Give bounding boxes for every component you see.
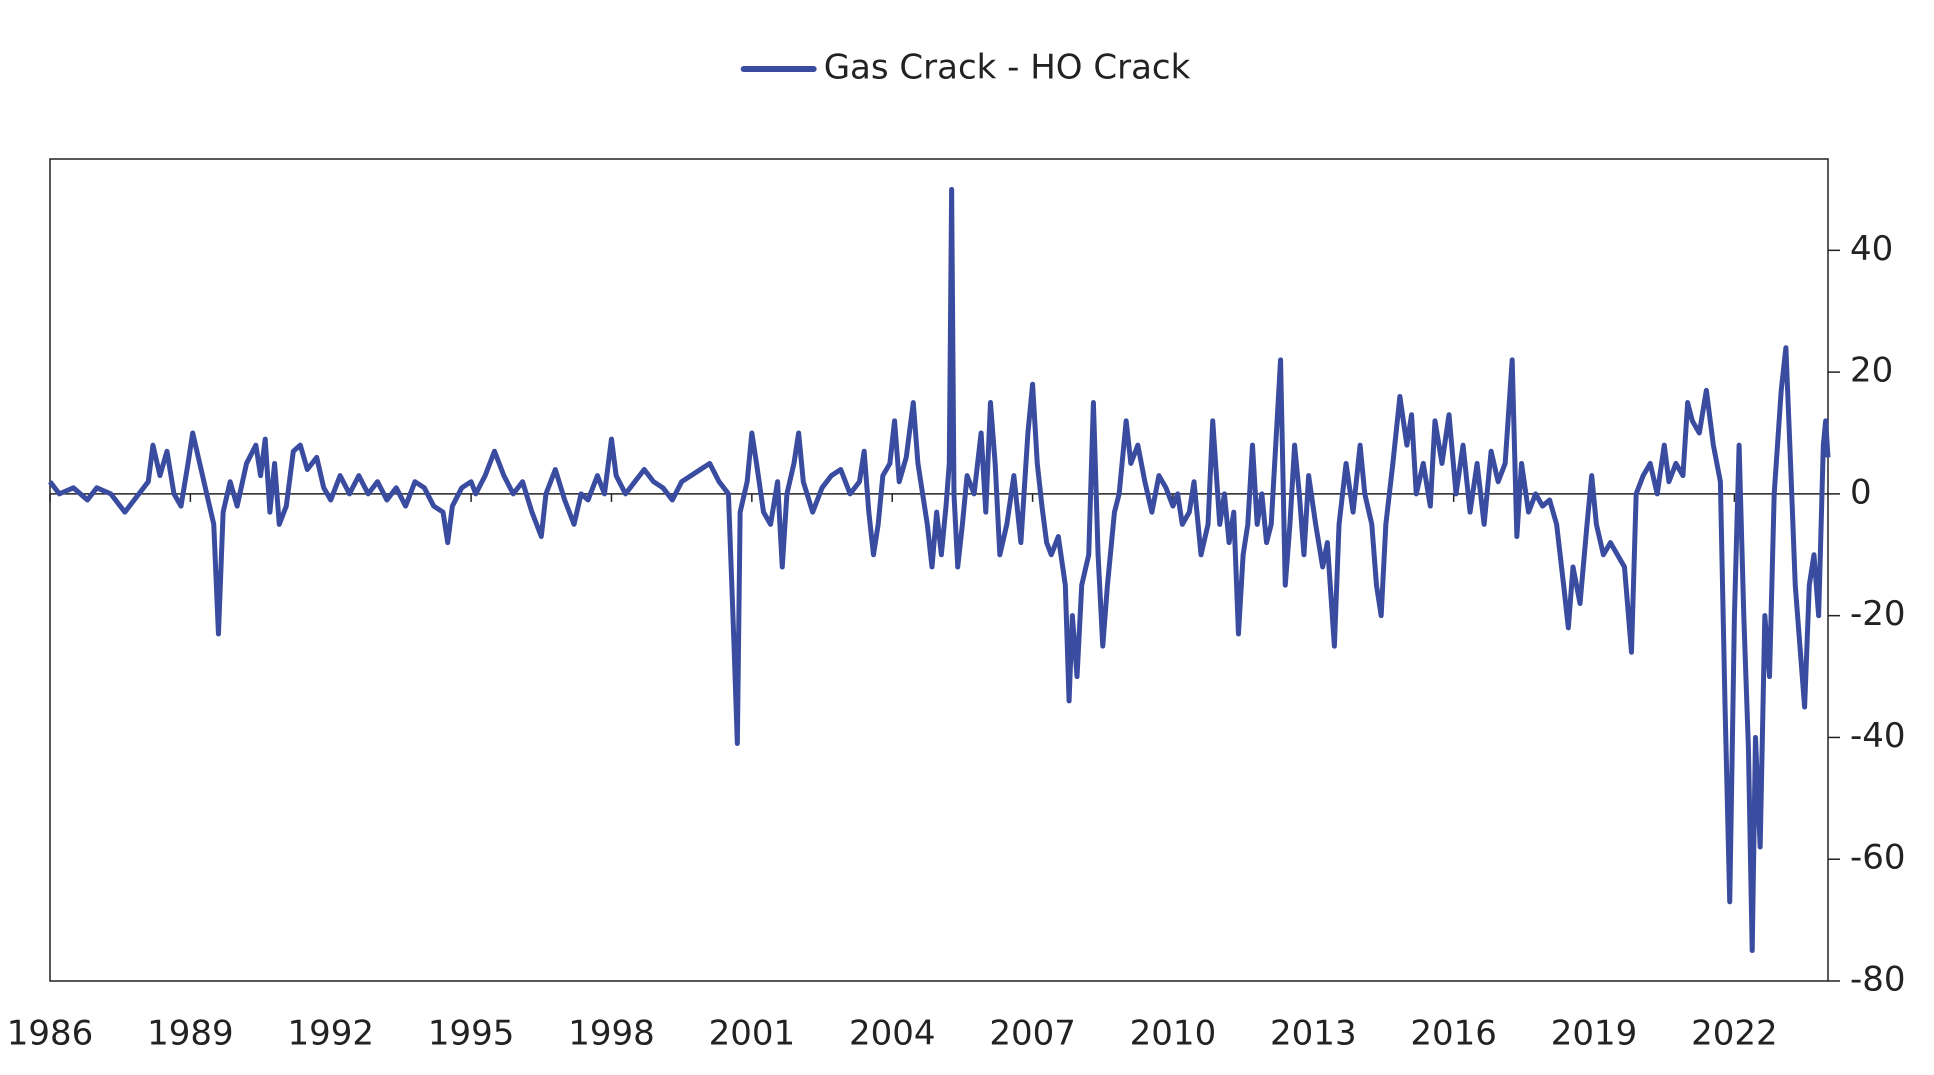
plot-frame	[49, 158, 1829, 982]
legend-label: Gas Crack - HO Crack	[824, 48, 1191, 88]
y-tick-label: -20	[1850, 594, 1906, 634]
x-tick-label: 2004	[849, 1014, 936, 1054]
x-tick-label: 2019	[1551, 1014, 1638, 1054]
x-tick-label: 1989	[147, 1014, 234, 1054]
y-tick-label: 20	[1850, 351, 1893, 391]
x-tick-label: 1986	[7, 1014, 94, 1054]
x-tick-label: 1992	[287, 1014, 374, 1054]
x-tick-label: 1998	[568, 1014, 655, 1054]
x-tick-label: 2022	[1691, 1014, 1778, 1054]
x-tick-label: 2013	[1270, 1014, 1357, 1054]
y-tick-label: -60	[1850, 838, 1906, 878]
x-tick-label: 2016	[1410, 1014, 1497, 1054]
y-tick-label: -40	[1850, 716, 1906, 756]
y-tick-label: 40	[1850, 229, 1893, 269]
x-tick-label: 2010	[1130, 1014, 1217, 1054]
x-tick-label: 2001	[709, 1014, 796, 1054]
series-line	[48, 186, 1831, 954]
x-tick-label: 1995	[428, 1014, 515, 1054]
y-tick-label: 0	[1850, 472, 1872, 512]
y-tick-label: -80	[1850, 960, 1906, 1000]
x-tick-label: 2007	[989, 1014, 1076, 1054]
